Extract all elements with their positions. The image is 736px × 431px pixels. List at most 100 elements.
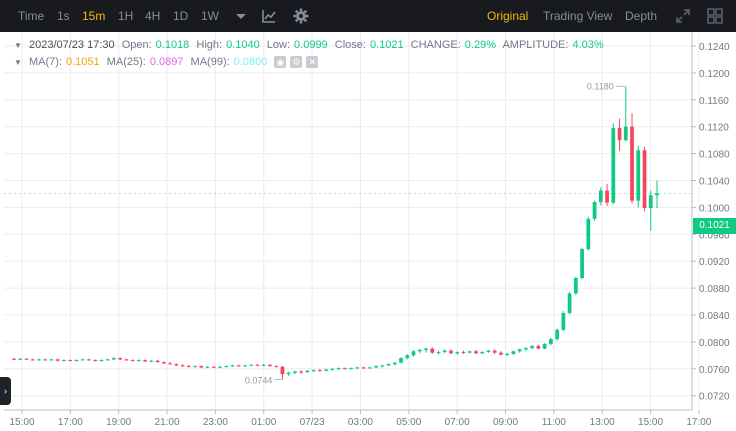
candle-body xyxy=(467,351,472,353)
candle-body xyxy=(374,366,378,368)
candle-body xyxy=(430,348,435,353)
caret-down-icon[interactable]: ▼ xyxy=(14,41,22,50)
candle-body xyxy=(249,364,254,366)
candle-body xyxy=(499,352,503,355)
min-price-label: 0.0744 xyxy=(245,376,273,386)
y-tick-label: 0.1040 xyxy=(699,177,730,188)
x-tick-label: 07/23 xyxy=(300,417,325,428)
expand-panel-handle[interactable]: › xyxy=(0,377,11,405)
view-tradingview-tab[interactable]: Trading View xyxy=(543,9,613,23)
candle-body xyxy=(486,350,491,352)
candle-body xyxy=(386,364,391,366)
candle-body xyxy=(361,367,366,369)
candle-body xyxy=(62,360,66,362)
candle-body xyxy=(642,150,647,209)
candle-body xyxy=(555,329,559,340)
x-tick-label: 17:00 xyxy=(58,417,83,428)
y-tick-label: 0.1240 xyxy=(699,42,730,53)
candle-body xyxy=(530,345,535,348)
low-label: Low: xyxy=(266,39,291,51)
candle-body xyxy=(37,359,41,361)
x-tick-label: 05:00 xyxy=(396,417,421,428)
candle-body xyxy=(442,350,447,352)
candle-body xyxy=(205,366,210,368)
y-tick-label: 0.0760 xyxy=(699,365,730,376)
candle-body xyxy=(342,368,347,370)
candle-body xyxy=(230,365,235,367)
candle-body xyxy=(461,351,466,353)
view-original-tab[interactable]: Original xyxy=(487,9,529,23)
candle-body xyxy=(149,360,154,362)
change-label: CHANGE: xyxy=(410,39,461,51)
candle-body xyxy=(580,249,584,279)
x-tick-label: 19:00 xyxy=(106,417,131,428)
ma99-value: 0.0800 xyxy=(233,56,268,68)
interval-1s[interactable]: 1s xyxy=(57,9,70,23)
candle-body xyxy=(399,358,403,363)
candlestick-chart[interactable]: 0.1240 0.1200 0.1160 0.1120 0.1080 0.1040 0.10… xyxy=(0,32,736,431)
y-tick-label: 0.0840 xyxy=(699,311,730,322)
candle-body xyxy=(417,349,422,352)
ma25-value: 0.0897 xyxy=(149,56,184,68)
candle-body xyxy=(280,366,285,375)
time-button[interactable]: Time xyxy=(18,9,45,23)
candle-body xyxy=(311,370,316,372)
chart-area[interactable]: 0.1240 0.1200 0.1160 0.1120 0.1080 0.1040 0.10… xyxy=(0,32,736,431)
ma-caret-down-icon[interactable]: ▼ xyxy=(14,58,22,67)
candle-body xyxy=(80,359,85,361)
candle-body xyxy=(605,190,609,203)
x-tick-label: 15:00 xyxy=(9,417,34,428)
ohlc-datetime: 2023/07/23 17:30 xyxy=(28,39,115,51)
candle-body xyxy=(112,358,116,360)
close-value: 0.1021 xyxy=(369,39,404,51)
close-label: Close: xyxy=(334,39,366,51)
candle-body xyxy=(436,351,441,353)
interval-1d[interactable]: 1D xyxy=(173,9,189,23)
candle-body xyxy=(349,368,353,370)
candle-body xyxy=(561,312,566,330)
interval-1w[interactable]: 1W xyxy=(201,9,219,23)
ma99-label: MA(99): xyxy=(190,56,230,68)
candle-body xyxy=(74,360,79,362)
interval-1h[interactable]: 1H xyxy=(118,9,134,23)
candle-body xyxy=(305,370,310,373)
candle-body xyxy=(524,347,528,350)
candle-body xyxy=(517,349,522,352)
candle-body xyxy=(49,359,54,361)
interval-15m[interactable]: 15m xyxy=(82,9,106,23)
y-tick-label: 0.0920 xyxy=(699,257,730,268)
candle-body xyxy=(611,128,616,203)
x-tick-label: 09:00 xyxy=(493,417,518,428)
indicator-chart-icon[interactable] xyxy=(260,7,278,25)
max-price-label: 0.1180 xyxy=(587,81,614,91)
candle-body xyxy=(218,366,222,368)
settings-gear-icon[interactable] xyxy=(292,7,310,25)
interval-dropdown-icon[interactable] xyxy=(232,7,250,25)
candle-body xyxy=(480,351,485,354)
candle-body xyxy=(636,150,641,201)
candle-body xyxy=(492,350,497,353)
candle-body xyxy=(449,350,453,354)
high-value: 0.1040 xyxy=(226,39,260,51)
candle-body xyxy=(623,126,628,141)
candle-body xyxy=(411,351,416,356)
candle-body xyxy=(93,360,98,362)
candle-body xyxy=(655,193,659,196)
candle-body xyxy=(542,343,547,349)
candle-body xyxy=(105,359,110,361)
candle-body xyxy=(130,360,135,362)
view-depth-tab[interactable]: Depth xyxy=(625,9,658,23)
eye-icon[interactable]: ◉ xyxy=(274,56,287,69)
close-icon[interactable]: ✕ xyxy=(306,56,319,69)
settings-icon[interactable]: ⚙ xyxy=(290,56,303,69)
candle-body xyxy=(293,371,297,373)
fullscreen-icon[interactable] xyxy=(674,7,692,25)
candle-body xyxy=(598,190,603,203)
layout-grid-icon[interactable] xyxy=(706,7,724,25)
interval-4h[interactable]: 4H xyxy=(145,9,161,23)
candle-body xyxy=(186,366,191,368)
candle-body xyxy=(505,354,510,356)
candle-body xyxy=(405,355,410,359)
ohlc-info-line: ▼ 2023/07/23 17:30 Open: 0.1018 High: 0.10… xyxy=(14,38,608,52)
candle-body xyxy=(299,371,304,373)
